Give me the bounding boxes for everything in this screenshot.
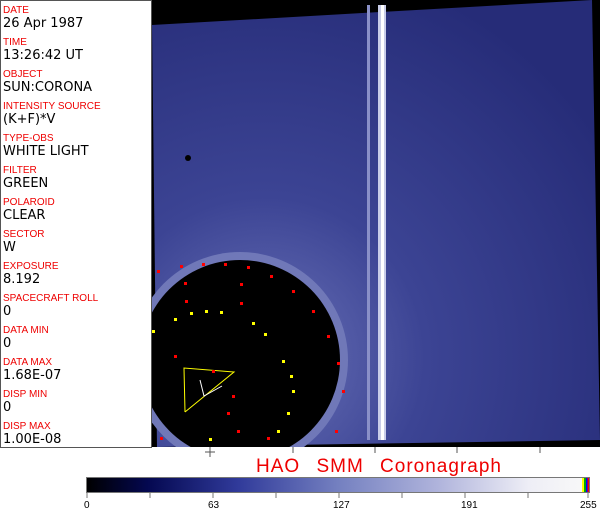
field-label: EXPOSURE: [3, 261, 59, 272]
colorbar-tick-label: 191: [461, 500, 478, 511]
field-value: WHITE LIGHT: [3, 144, 89, 159]
field-label: DATA MAX: [3, 357, 53, 368]
field-label: INTENSITY SOURCE: [3, 101, 101, 112]
field-label: TIME: [3, 37, 27, 48]
field-label: DATA MIN: [3, 325, 49, 336]
field-exposure: EXPOSURE 8.192: [3, 261, 59, 287]
field-label: DATE: [3, 5, 29, 16]
field-label: SECTOR: [3, 229, 45, 240]
header-info-panel: DATE 26 Apr 1987 TIME 13:26:42 UT OBJECT SUN:…: [0, 0, 152, 448]
field-data-max: DATA MAX 1.68E-07: [3, 357, 61, 383]
field-date: DATE 26 Apr 1987: [3, 5, 83, 31]
field-label: DISP MAX: [3, 421, 51, 432]
field-time: TIME 13:26:42 UT: [3, 37, 83, 63]
instrument-title: HAO SMM Coronagraph: [256, 456, 502, 477]
field-type-obs: TYPE-OBS WHITE LIGHT: [3, 133, 89, 159]
field-object: OBJECT SUN:CORONA: [3, 69, 92, 95]
field-label: OBJECT: [3, 69, 43, 80]
field-value: 1.00E-08: [3, 432, 62, 447]
colorbar-tick-label: 127: [333, 500, 350, 511]
field-label: POLAROID: [3, 197, 55, 208]
field-value: 8.192: [3, 272, 41, 287]
colorbar-tick-label: 255: [580, 500, 597, 511]
field-spacecraft-roll: SPACECRAFT ROLL 0: [3, 293, 98, 319]
field-polaroid: POLAROID CLEAR: [3, 197, 55, 223]
field-label: DISP MIN: [3, 389, 48, 400]
field-value: 0: [3, 400, 12, 415]
field-disp-min: DISP MIN 0: [3, 389, 47, 415]
field-value: 13:26:42 UT: [3, 48, 83, 63]
field-value: 26 Apr 1987: [3, 16, 84, 31]
colorbar-ticks: [86, 492, 589, 498]
colorbar-tick-label: 63: [208, 500, 220, 511]
colorbar-special-colors: [582, 478, 589, 492]
field-data-min: DATA MIN 0: [3, 325, 49, 351]
field-value: CLEAR: [3, 208, 46, 223]
field-value: SUN:CORONA: [3, 80, 93, 95]
image-axis: [205, 447, 541, 457]
field-value: 0: [3, 304, 12, 319]
field-value: 0: [3, 336, 12, 351]
coronagraph-image: [132, 0, 600, 468]
field-label: FILTER: [3, 165, 37, 176]
colorbar: [86, 477, 590, 493]
field-value: 1.68E-07: [3, 368, 62, 383]
colorbar-tick-label: 0: [84, 500, 90, 511]
field-value: W: [3, 240, 16, 255]
field-disp-max: DISP MAX 1.00E-08: [3, 421, 61, 447]
field-sector: SECTOR W: [3, 229, 45, 255]
field-filter: FILTER GREEN: [3, 165, 48, 191]
field-value: GREEN: [3, 176, 49, 191]
field-label: SPACECRAFT ROLL: [3, 293, 99, 304]
field-intensity-source: INTENSITY SOURCE (K+F)*V: [3, 101, 101, 127]
occulter-disk: [140, 260, 340, 460]
field-label: TYPE-OBS: [3, 133, 54, 144]
field-value: (K+F)*V: [3, 112, 56, 127]
